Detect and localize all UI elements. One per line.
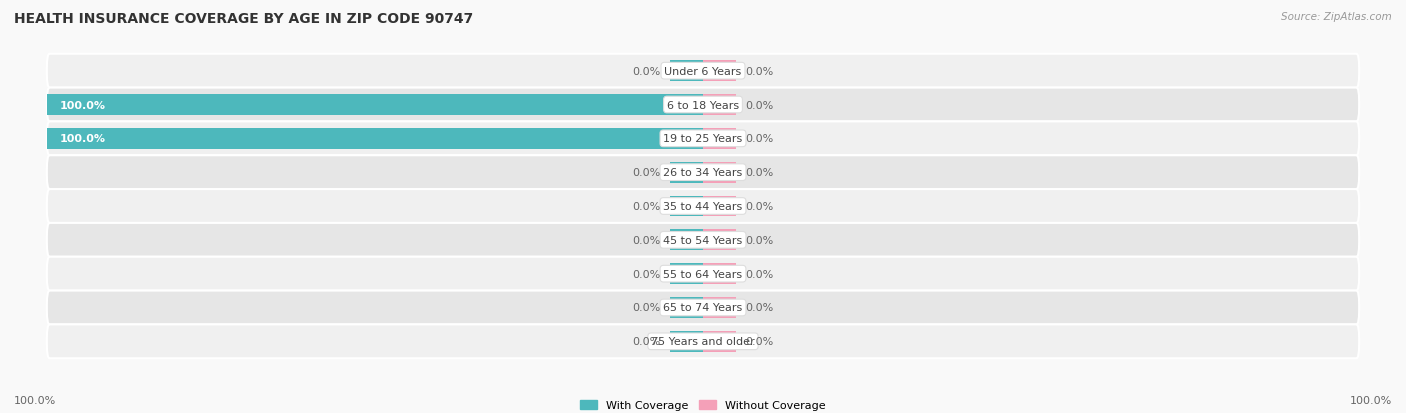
- Text: 0.0%: 0.0%: [633, 303, 661, 313]
- Text: 0.0%: 0.0%: [633, 202, 661, 211]
- Text: 100.0%: 100.0%: [60, 100, 105, 110]
- Bar: [671, 196, 703, 217]
- Bar: [703, 162, 735, 183]
- FancyBboxPatch shape: [46, 291, 1360, 325]
- FancyBboxPatch shape: [46, 190, 1360, 223]
- Text: 55 to 64 Years: 55 to 64 Years: [664, 269, 742, 279]
- Text: 0.0%: 0.0%: [745, 337, 773, 347]
- Bar: [671, 297, 703, 318]
- FancyBboxPatch shape: [46, 55, 1360, 88]
- Text: 0.0%: 0.0%: [633, 66, 661, 76]
- Text: 0.0%: 0.0%: [745, 269, 773, 279]
- Text: 6 to 18 Years: 6 to 18 Years: [666, 100, 740, 110]
- FancyBboxPatch shape: [46, 156, 1360, 190]
- FancyBboxPatch shape: [46, 257, 1360, 291]
- Bar: [703, 297, 735, 318]
- Text: 0.0%: 0.0%: [633, 168, 661, 178]
- Legend: With Coverage, Without Coverage: With Coverage, Without Coverage: [576, 395, 830, 413]
- Text: 0.0%: 0.0%: [633, 235, 661, 245]
- Text: 0.0%: 0.0%: [633, 337, 661, 347]
- Bar: [703, 128, 735, 150]
- Text: 100.0%: 100.0%: [60, 134, 105, 144]
- Bar: [703, 263, 735, 285]
- Bar: [46, 95, 703, 116]
- Bar: [671, 162, 703, 183]
- Text: 0.0%: 0.0%: [633, 269, 661, 279]
- Text: 100.0%: 100.0%: [14, 395, 56, 405]
- Bar: [671, 230, 703, 251]
- Text: 0.0%: 0.0%: [745, 66, 773, 76]
- Text: Source: ZipAtlas.com: Source: ZipAtlas.com: [1281, 12, 1392, 22]
- Text: HEALTH INSURANCE COVERAGE BY AGE IN ZIP CODE 90747: HEALTH INSURANCE COVERAGE BY AGE IN ZIP …: [14, 12, 474, 26]
- Text: 26 to 34 Years: 26 to 34 Years: [664, 168, 742, 178]
- Bar: [671, 61, 703, 82]
- Bar: [703, 95, 735, 116]
- Text: 0.0%: 0.0%: [745, 202, 773, 211]
- Bar: [703, 196, 735, 217]
- Text: 0.0%: 0.0%: [745, 303, 773, 313]
- Text: 0.0%: 0.0%: [745, 235, 773, 245]
- Text: 0.0%: 0.0%: [745, 100, 773, 110]
- Text: 75 Years and older: 75 Years and older: [651, 337, 755, 347]
- Bar: [671, 263, 703, 285]
- Bar: [703, 230, 735, 251]
- Bar: [671, 331, 703, 352]
- Text: 19 to 25 Years: 19 to 25 Years: [664, 134, 742, 144]
- Bar: [703, 331, 735, 352]
- Text: 0.0%: 0.0%: [745, 168, 773, 178]
- Text: Under 6 Years: Under 6 Years: [665, 66, 741, 76]
- Text: 100.0%: 100.0%: [1350, 395, 1392, 405]
- FancyBboxPatch shape: [46, 88, 1360, 122]
- Text: 35 to 44 Years: 35 to 44 Years: [664, 202, 742, 211]
- Bar: [703, 61, 735, 82]
- Text: 0.0%: 0.0%: [745, 134, 773, 144]
- FancyBboxPatch shape: [46, 122, 1360, 156]
- FancyBboxPatch shape: [46, 223, 1360, 257]
- Text: 45 to 54 Years: 45 to 54 Years: [664, 235, 742, 245]
- Text: 65 to 74 Years: 65 to 74 Years: [664, 303, 742, 313]
- Bar: [46, 128, 703, 150]
- FancyBboxPatch shape: [46, 325, 1360, 358]
